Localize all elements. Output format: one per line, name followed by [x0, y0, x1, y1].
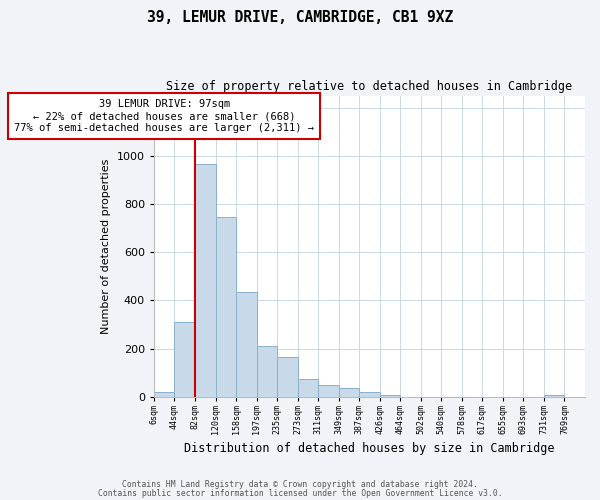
- Y-axis label: Number of detached properties: Number of detached properties: [101, 158, 111, 334]
- Text: 39 LEMUR DRIVE: 97sqm
← 22% of detached houses are smaller (668)
77% of semi-det: 39 LEMUR DRIVE: 97sqm ← 22% of detached …: [14, 100, 314, 132]
- Title: Size of property relative to detached houses in Cambridge: Size of property relative to detached ho…: [166, 80, 572, 93]
- Text: Contains public sector information licensed under the Open Government Licence v3: Contains public sector information licen…: [98, 488, 502, 498]
- Bar: [257, 346, 277, 397]
- Bar: [175, 322, 195, 396]
- Bar: [544, 395, 565, 396]
- Bar: [298, 378, 318, 396]
- Bar: [338, 388, 359, 396]
- X-axis label: Distribution of detached houses by size in Cambridge: Distribution of detached houses by size …: [184, 442, 555, 455]
- Bar: [318, 385, 338, 396]
- Bar: [215, 217, 236, 396]
- Bar: [380, 395, 400, 396]
- Text: Contains HM Land Registry data © Crown copyright and database right 2024.: Contains HM Land Registry data © Crown c…: [122, 480, 478, 489]
- Bar: [277, 357, 298, 397]
- Bar: [359, 392, 380, 396]
- Bar: [154, 392, 175, 396]
- Text: 39, LEMUR DRIVE, CAMBRIDGE, CB1 9XZ: 39, LEMUR DRIVE, CAMBRIDGE, CB1 9XZ: [147, 10, 453, 25]
- Bar: [195, 164, 215, 396]
- Bar: [236, 292, 257, 397]
